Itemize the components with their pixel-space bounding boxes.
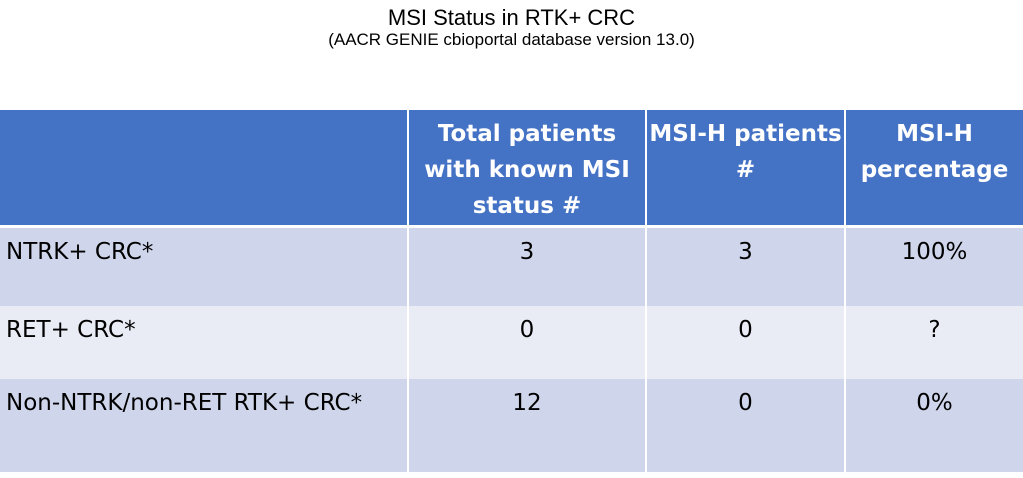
total-patients-cell: 3 — [408, 226, 647, 306]
header-row: Total patients with known MSI status # M… — [0, 110, 1023, 228]
header-cell-msi-h-patients: MSI-H patients # — [646, 110, 846, 228]
page-title: MSI Status in RTK+ CRC — [387, 5, 636, 30]
total-patients-cell: 12 — [408, 379, 647, 472]
row-label: Non-NTRK/non-RET RTK+ CRC* — [0, 379, 409, 472]
msi-h-percentage-cell: 100% — [901, 238, 968, 265]
msi-h-patients-cell: 3 — [646, 226, 846, 306]
msi-h-patients-cell: 0 — [646, 379, 846, 472]
total-patients-cell: 0 — [408, 306, 647, 379]
table-row: RET+ CRC* 0 0 ? — [0, 306, 1023, 379]
msi-h-percentage-cell: ? — [928, 317, 941, 343]
title-block: MSI Status in RTK+ CRC (AACR GENIE cbiop… — [0, 6, 1023, 50]
row-label: NTRK+ CRC* — [0, 226, 409, 306]
page-subtitle: (AACR GENIE cbioportal database version … — [328, 30, 695, 49]
table-header: Total patients with known MSI status # M… — [0, 110, 1023, 228]
header-cell-total-patients: Total patients with known MSI status # — [408, 110, 647, 228]
msi-h-percentage-cell: 0% — [916, 390, 953, 416]
row-label: RET+ CRC* — [0, 306, 409, 379]
header-cell-empty — [0, 110, 409, 228]
table-row: Non-NTRK/non-RET RTK+ CRC* 12 0 0% — [0, 379, 1023, 472]
header-cell-msi-h-percentage: MSI-H percentage — [845, 110, 1023, 228]
table-body: NTRK+ CRC* 3 3 100% RET+ CRC* 0 0 ? Non-… — [0, 226, 1023, 472]
msi-h-patients-cell: 0 — [646, 306, 846, 379]
table-row: NTRK+ CRC* 3 3 100% — [0, 226, 1023, 306]
msi-status-table: Total patients with known MSI status # M… — [0, 110, 1023, 472]
